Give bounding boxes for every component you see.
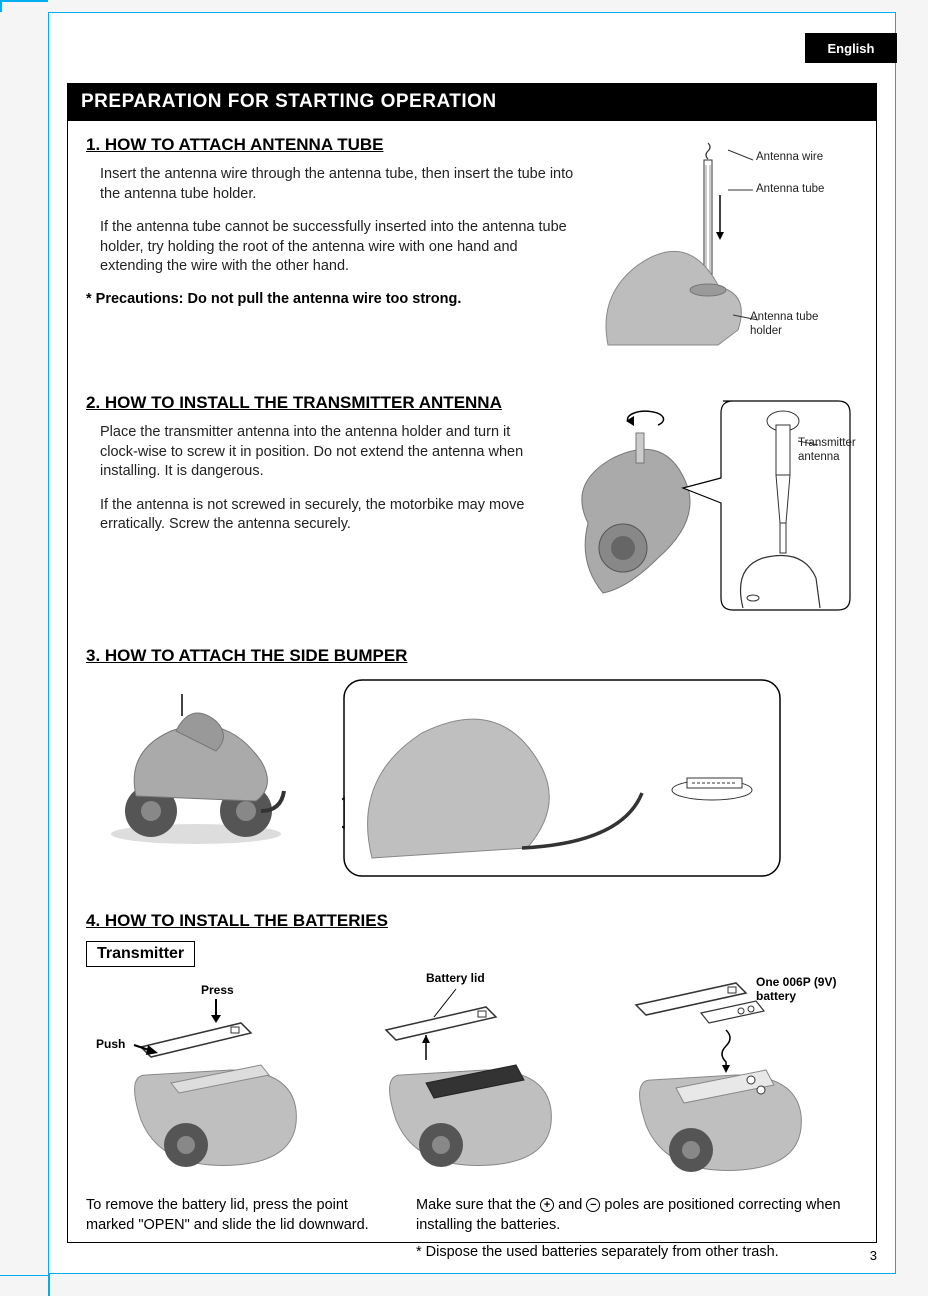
content-frame: 1. HOW TO ATTACH ANTENNA TUBE Insert the… — [67, 121, 877, 1243]
section-4-title: 4. HOW TO INSTALL THE BATTERIES — [86, 911, 858, 931]
section-2-p2: If the antenna is not screwed in securel… — [100, 496, 550, 535]
battery-fig-1: Press Push — [86, 975, 336, 1175]
section-1-title: 1. HOW TO ATTACH ANTENNA TUBE — [86, 135, 590, 155]
label-antenna-holder: Antenna tube holder — [750, 311, 830, 339]
section-4: 4. HOW TO INSTALL THE BATTERIES Transmit… — [86, 911, 858, 1263]
battery-text-2: Make sure that the + and − poles are pos… — [416, 1196, 858, 1235]
section-2-p1: Place the transmitter antenna into the a… — [100, 423, 550, 482]
section-1-p2: If the antenna tube cannot be successful… — [100, 218, 580, 277]
crop-mark-top — [0, 0, 48, 2]
label-antenna-wire: Antenna wire — [756, 151, 823, 165]
section-header: PREPARATION FOR STARTING OPERATION — [67, 83, 877, 121]
page-number: 3 — [870, 1248, 877, 1263]
battery-text-1: To remove the battery lid, press the poi… — [86, 1196, 386, 1235]
section-3-figure-left — [86, 678, 306, 853]
battery-lid-label: Battery lid — [426, 971, 485, 985]
section-3-figure-right — [342, 678, 858, 883]
section-1-precaution: * Precautions: Do not pull the antenna w… — [86, 291, 590, 307]
plus-icon: + — [540, 1198, 554, 1212]
label-transmitter-antenna: Transmitter antenna — [798, 437, 856, 465]
section-2-title: 2. HOW TO INSTALL THE TRANSMITTER ANTENN… — [86, 393, 550, 413]
battery-fig-2: Battery lid — [356, 975, 586, 1180]
section-1: 1. HOW TO ATTACH ANTENNA TUBE Insert the… — [86, 135, 858, 365]
section-3: 3. HOW TO ATTACH THE SIDE BUMPER — [86, 646, 858, 883]
section-1-figure: Antenna wire Antenna tube Antenna tube h… — [598, 135, 858, 360]
crop-mark-bottom-v — [48, 1274, 50, 1296]
battery-type-label: One 006P (9V) battery — [756, 975, 846, 1003]
push-label: Push — [96, 1037, 125, 1051]
battery-text-2b: and — [554, 1197, 586, 1213]
press-label: Press — [201, 983, 234, 997]
transmitter-box-label: Transmitter — [86, 941, 195, 967]
page-frame: English PREPARATION FOR STARTING OPERATI… — [48, 12, 896, 1274]
section-3-title: 3. HOW TO ATTACH THE SIDE BUMPER — [86, 646, 858, 666]
section-2-figure: Transmitter antenna — [558, 393, 858, 618]
battery-row: Press Push — [86, 975, 858, 1180]
section-2: 2. HOW TO INSTALL THE TRANSMITTER ANTENN… — [86, 393, 858, 618]
battery-text-3: * Dispose the used batteries separately … — [416, 1243, 858, 1263]
crop-mark-bottom-h — [0, 1275, 48, 1277]
language-tab: English — [805, 33, 897, 63]
battery-text-2a: Make sure that the — [416, 1197, 540, 1213]
section-1-p1: Insert the antenna wire through the ante… — [100, 165, 580, 204]
label-antenna-tube: Antenna tube — [756, 183, 824, 197]
crop-mark-left — [0, 0, 2, 12]
battery-fig-3: One 006P (9V) battery — [606, 975, 866, 1180]
minus-icon: − — [586, 1198, 600, 1212]
